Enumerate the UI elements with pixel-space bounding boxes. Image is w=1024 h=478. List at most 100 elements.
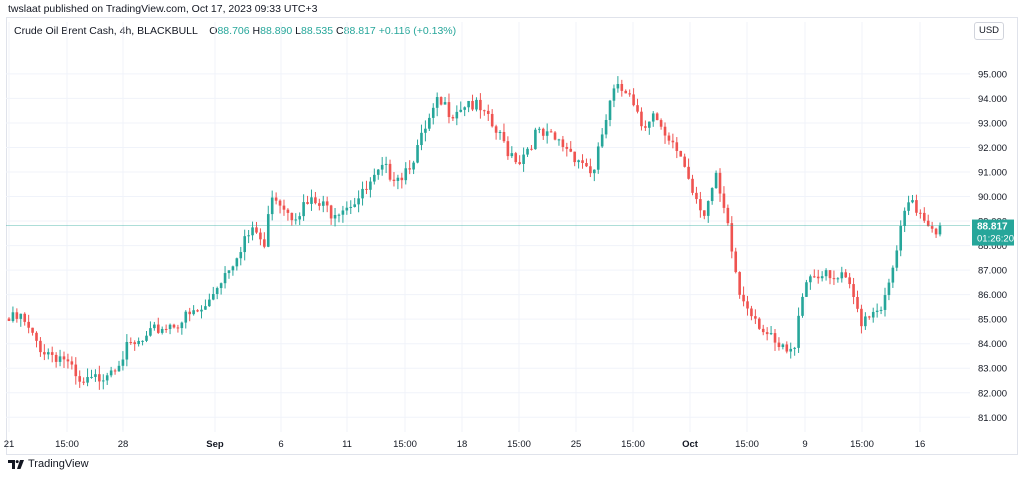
candle-body [934, 228, 938, 235]
candle-body [534, 129, 537, 150]
candle-body [39, 340, 42, 353]
candle-body [915, 200, 918, 213]
candle-body [318, 203, 321, 206]
x-tick-label: 15:00 [850, 439, 874, 450]
x-tick-label: 28 [118, 439, 129, 450]
candle-body [612, 88, 616, 101]
candle-body [655, 113, 659, 121]
candle-body [459, 109, 463, 112]
candle-body [604, 119, 608, 135]
candle-body [239, 252, 243, 259]
candle-body [325, 201, 329, 206]
candle-body [706, 201, 710, 216]
candle-body [204, 306, 207, 310]
candle-body [333, 214, 337, 219]
candle-body [565, 146, 569, 149]
candle-body [298, 216, 301, 220]
candle-body [765, 332, 769, 335]
candle-body [50, 352, 54, 355]
candle-body [746, 301, 749, 309]
candle-body [251, 227, 254, 236]
candle-body [738, 272, 741, 295]
candle-body [235, 258, 239, 267]
candle-body [891, 267, 895, 283]
candle-body [211, 294, 215, 300]
candle-body [777, 342, 781, 348]
candle-body [801, 296, 804, 316]
candle-body [730, 223, 734, 252]
candle-body [856, 296, 859, 309]
tradingview-footer[interactable]: TradingView [8, 458, 89, 470]
x-tick-label: 16 [915, 439, 926, 450]
price-badge-bg [972, 219, 1014, 246]
candle-body [443, 102, 447, 105]
candle-body [431, 107, 435, 118]
candle-body [215, 288, 219, 295]
candle-body [926, 220, 930, 227]
candle-body [714, 172, 718, 189]
candle-body [447, 102, 451, 118]
candle-body [805, 282, 808, 297]
y-tick-label: 82.000 [978, 388, 1007, 399]
candle-body [710, 188, 714, 202]
candle-body [435, 97, 439, 108]
x-tick-label: 6 [278, 439, 283, 450]
x-tick-label: 21 [4, 439, 15, 450]
candle-body [816, 276, 820, 279]
candle-body [864, 316, 867, 327]
candle-body [137, 340, 140, 345]
candle-body [903, 210, 906, 226]
candle-body [530, 148, 533, 150]
x-tick-label: 11 [342, 439, 352, 450]
y-tick-label: 91.000 [978, 168, 1007, 179]
candle-body [463, 107, 466, 110]
candle-body [451, 117, 455, 119]
candle-body [274, 197, 278, 201]
candle-body [420, 132, 423, 146]
candle-body [538, 128, 541, 130]
candle-body [180, 322, 184, 329]
candle-body [553, 132, 557, 140]
candle-body [483, 110, 486, 112]
candle-body [526, 148, 529, 155]
candle-body [718, 172, 722, 194]
candle-body [439, 97, 443, 105]
candle-body [396, 177, 400, 181]
candle-body [887, 282, 891, 296]
candle-body [757, 318, 761, 329]
candle-body [695, 192, 698, 200]
x-tick-label: 15:00 [393, 439, 417, 450]
x-axis-ticks: 21 15:00 28 Sep 6 11 15:00 18 15:00 25 15:00 Oct 15:… [4, 439, 926, 450]
candle-body [907, 202, 910, 211]
candle-body [341, 210, 345, 215]
candle-body [836, 278, 840, 280]
candle-body [302, 202, 305, 217]
candle-body [121, 359, 125, 366]
candle-body [919, 212, 922, 214]
candle-body [596, 146, 600, 170]
candle-body [506, 141, 510, 157]
candle-body [361, 188, 364, 199]
candle-body [376, 169, 380, 175]
candle-body [628, 93, 631, 95]
candle-body [726, 207, 730, 224]
candle-body [223, 273, 227, 284]
candle-body [781, 344, 785, 348]
legend-high: 88.890 [260, 25, 293, 37]
candle-body [640, 111, 643, 127]
x-tick-label: 18 [457, 439, 468, 450]
candle-body [651, 113, 655, 122]
candle-body [541, 128, 545, 136]
candle-body [23, 313, 27, 322]
candle-body [899, 225, 903, 251]
candles [7, 76, 942, 390]
y-tick-label: 85.000 [978, 315, 1007, 326]
currency-button[interactable]: USD [974, 22, 1004, 40]
candle-body [471, 100, 474, 110]
candle-body [282, 205, 286, 210]
candle-body [875, 310, 879, 312]
candle-body [404, 168, 408, 181]
candle-body [699, 199, 702, 211]
legend-close: 88.817 [343, 25, 376, 37]
